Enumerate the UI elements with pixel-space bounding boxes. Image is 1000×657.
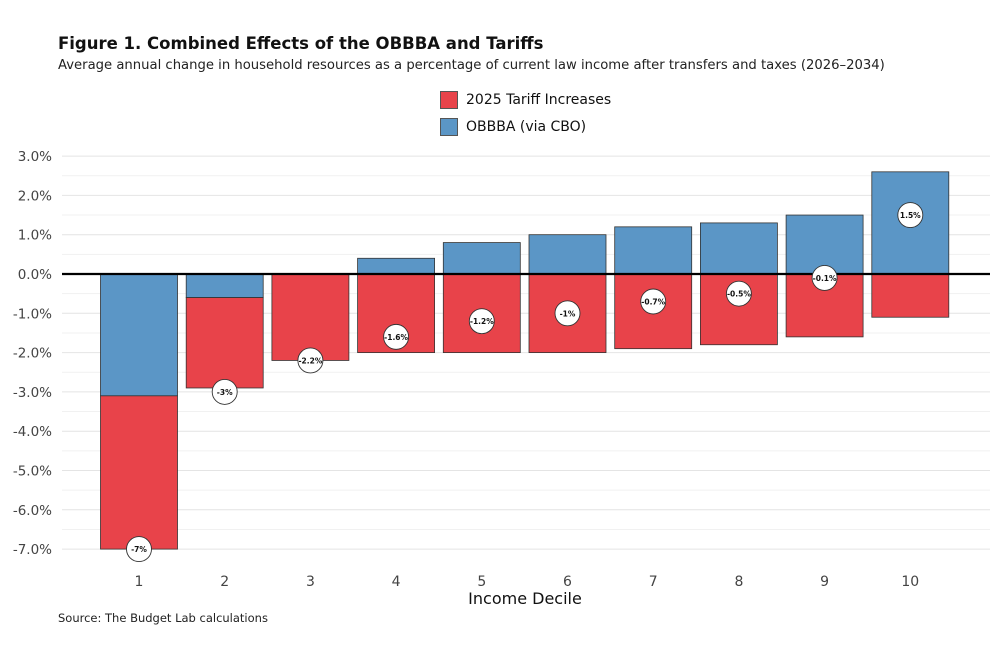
y-tick-label: -5.0% [13,464,52,480]
y-tick-label: -2.0% [13,346,52,362]
bar-obbba [700,222,778,275]
x-axis-title: Income Decile [468,589,582,608]
legend-label-obbba: OBBBA (via CBO) [466,118,587,135]
x-tick-label: 2 [220,574,229,590]
x-tick-label: 7 [649,574,658,590]
y-tick-label: -1.0% [13,306,52,322]
bar-obbba [357,257,436,275]
source-note: Source: The Budget Lab calculations [58,611,268,625]
chart-subtitle: Average annual change in household resou… [58,58,885,73]
legend-swatch-obbba [440,117,458,136]
bar-obbba [100,273,178,397]
y-tick-label: 0.0% [18,267,52,283]
x-tick-label: 3 [306,574,315,590]
legend-item-obbba: OBBBA (via CBO) [440,113,611,140]
y-tick-label: -7.0% [13,542,52,558]
net-label: -0.1% [813,274,837,283]
net-label-circle [211,378,238,405]
net-label: -2.2% [298,356,322,365]
bar-obbba [785,214,864,275]
legend: 2025 Tariff Increases OBBBA (via CBO) [440,86,611,140]
net-label: -0.5% [727,290,751,299]
net-label-circle [468,308,495,335]
net-label-circle [383,323,410,350]
y-tick-label: -3.0% [13,385,52,401]
bar-obbba [614,226,693,275]
x-tick-label: 1 [135,574,144,590]
net-label-circle [897,202,924,229]
legend-label-tariff: 2025 Tariff Increases [466,91,612,108]
y-tick-label: -6.0% [13,503,52,519]
y-tick-label: -4.0% [13,424,52,440]
legend-swatch-tariff [440,90,458,109]
net-label-circle [640,288,667,315]
net-label-circle [297,347,324,374]
net-label: -1.2% [470,317,494,326]
net-label-circle [725,280,752,307]
net-label-circle [811,264,838,291]
bar-tariff [100,395,178,550]
bar-obbba [442,242,521,275]
net-label-circle [126,536,152,563]
net-label: -1.6% [384,333,408,342]
x-tick-label: 5 [477,574,486,590]
net-label-circle [554,300,581,327]
y-tick-label: 2.0% [18,188,52,204]
bar-tariff [871,273,950,318]
bar-tariff [271,273,350,361]
net-label: -3% [217,388,233,397]
legend-item-tariff: 2025 Tariff Increases [440,86,611,113]
bar-tariff [185,297,264,389]
net-label: 1.5% [900,211,921,220]
x-tick-label: 4 [392,574,401,590]
chart-title: Figure 1. Combined Effects of the OBBBA … [58,34,544,53]
x-tick-label: 8 [734,574,743,590]
net-label: -1% [560,309,576,318]
bar-obbba [185,273,264,298]
net-label: -7% [131,545,147,554]
bar-obbba [528,234,607,275]
x-tick-label: 6 [563,574,572,590]
y-tick-label: 3.0% [18,149,52,165]
y-tick-label: 1.0% [18,228,52,244]
x-tick-label: 10 [901,574,919,590]
net-label: -0.7% [641,298,665,307]
x-tick-label: 9 [820,574,829,590]
